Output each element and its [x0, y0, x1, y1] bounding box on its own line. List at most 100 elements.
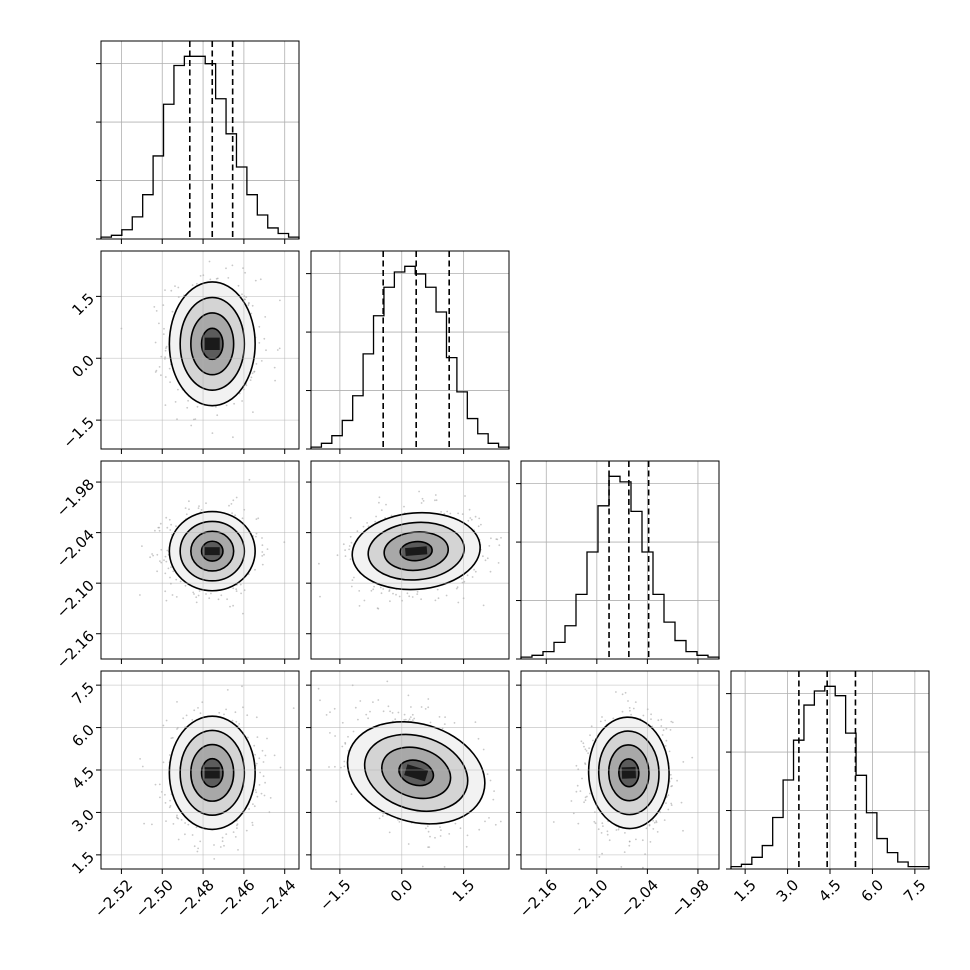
sample-point	[348, 548, 350, 551]
sample-point	[153, 306, 156, 308]
sample-point	[169, 799, 172, 802]
sample-point	[365, 713, 368, 716]
sample-point	[391, 712, 394, 714]
sample-point	[167, 567, 170, 570]
sample-point	[453, 722, 456, 724]
sample-point	[262, 775, 265, 778]
contour-2	[381, 746, 452, 800]
sample-point	[411, 713, 414, 716]
sample-point	[250, 376, 253, 379]
sample-point	[584, 796, 587, 799]
sample-point	[347, 735, 349, 738]
panel-frame	[310, 460, 510, 660]
sample-point	[188, 508, 190, 511]
sample-point	[210, 592, 212, 595]
sample-point	[388, 831, 391, 834]
sample-point	[608, 839, 611, 842]
sample-point	[164, 289, 166, 291]
sample-point	[195, 601, 198, 604]
sample-point	[642, 866, 644, 869]
sample-point	[248, 808, 251, 810]
contour-0	[168, 510, 256, 592]
sample-point	[255, 532, 258, 535]
sample-point	[650, 713, 652, 716]
sample-point	[170, 523, 173, 526]
sample-point	[665, 802, 667, 804]
panel-frame	[520, 460, 720, 660]
sample-point	[274, 379, 276, 382]
sample-point	[669, 773, 672, 776]
sample-point	[151, 823, 153, 826]
sample-point	[403, 713, 406, 716]
sample-point	[164, 356, 167, 359]
sample-point	[269, 797, 272, 799]
sample-point	[457, 601, 460, 604]
sample-point	[159, 796, 161, 799]
sample-point	[662, 729, 665, 732]
sample-point	[599, 720, 602, 723]
sample-point	[676, 779, 678, 782]
sample-point	[464, 495, 466, 497]
sample-point	[465, 845, 468, 848]
sample-point	[488, 545, 491, 547]
sample-point	[155, 310, 158, 312]
sample-point	[632, 707, 635, 710]
sample-point	[604, 719, 607, 722]
sample-point	[177, 479, 179, 481]
sample-point	[158, 322, 160, 325]
sample-point	[242, 267, 244, 269]
sample-point	[247, 304, 250, 307]
sample-point	[434, 494, 437, 496]
sample-point	[344, 549, 346, 551]
y-tick-label: −2.04	[53, 526, 98, 571]
sample-point	[671, 721, 674, 724]
sample-point	[438, 716, 441, 718]
sample-point	[254, 568, 256, 571]
sample-point	[262, 761, 265, 763]
sample-point	[169, 805, 172, 807]
y-tick-label: −1.98	[53, 475, 98, 520]
sample-point	[409, 716, 412, 718]
contour-3	[200, 540, 224, 562]
sample-point	[200, 509, 203, 511]
sample-point	[443, 723, 446, 725]
sample-point	[572, 812, 575, 815]
sample-point	[376, 607, 379, 609]
sample-point	[575, 790, 578, 793]
sample-point	[255, 518, 258, 520]
sample-point	[411, 596, 414, 598]
sample-point	[180, 819, 183, 821]
sample-point	[404, 718, 407, 721]
sample-point	[154, 341, 157, 344]
sample-point	[579, 790, 582, 792]
sample-point	[372, 588, 375, 591]
sample-point	[494, 823, 497, 826]
sample-point	[369, 710, 371, 713]
sample-point	[397, 711, 400, 714]
sample-point	[474, 721, 477, 723]
sample-point	[366, 522, 368, 524]
sample-point	[670, 804, 673, 806]
sample-point	[617, 828, 620, 831]
sample-point	[583, 801, 585, 804]
sample-point	[660, 725, 663, 727]
sample-point	[174, 401, 177, 403]
sample-point	[363, 599, 366, 602]
sample-point	[486, 773, 489, 775]
sample-point	[435, 499, 438, 502]
sample-point	[488, 817, 490, 819]
sample-point	[403, 719, 406, 721]
sample-point	[162, 333, 165, 335]
sample-point	[258, 784, 261, 786]
sample-point	[482, 555, 484, 558]
sample-point	[261, 544, 264, 547]
sample-point	[606, 833, 609, 836]
sample-point	[691, 756, 694, 759]
sample-point	[241, 400, 244, 402]
sample-point	[489, 779, 492, 782]
sample-point	[319, 595, 321, 598]
sample-point	[394, 718, 397, 721]
sample-point	[260, 360, 263, 362]
sample-point	[230, 503, 233, 505]
sample-point	[235, 720, 238, 723]
